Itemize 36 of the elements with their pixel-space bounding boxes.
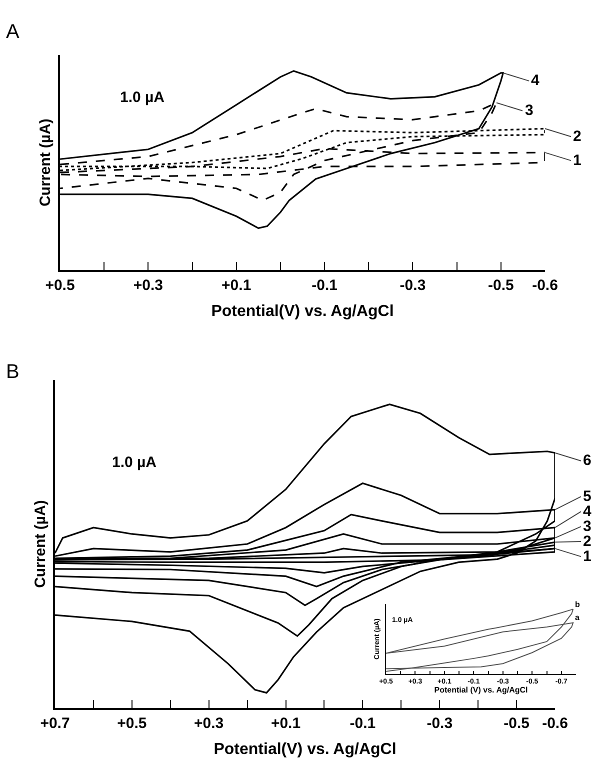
chart-title: A [6,21,20,43]
x-tick-label: -0.6 [532,277,558,294]
series-label: 1 [583,548,592,565]
series-label: a [575,613,580,622]
series-label: 6 [583,452,592,469]
x-tick-label: +0.5 [45,277,75,294]
y-axis-title: Current (µA) [36,118,54,206]
series-label: 1 [573,152,582,169]
series-label: 5 [583,488,592,505]
series-label: 4 [583,503,592,520]
x-tick-label: +0.7 [40,715,70,732]
x-tick-label: +0.3 [133,277,163,294]
y-axis-title: Current (µA) [32,500,49,588]
x-tick-label: -0.5 [504,715,530,732]
x-tick-label: -0.6 [542,715,568,732]
annotation: 1.0 µA [120,89,165,106]
x-tick-label: +0.1 [270,715,301,732]
x-tick-label: +0.3 [194,715,224,732]
x-tick-label: +0.5 [117,715,147,732]
x-tick-label: -0.3 [426,715,453,732]
series-label: 2 [583,533,592,550]
x-axis-title: Potential (V) vs. Ag/AgCl [434,686,528,694]
x-tick-label: -0.3 [400,277,426,294]
annotation: 1.0 µA [112,454,157,471]
series-label: 4 [531,72,540,89]
x-tick-label: +0.1 [222,277,252,294]
chart-title: B [6,361,20,383]
x-axis-title: Potential(V) vs. Ag/AgCl [214,741,396,758]
x-tick-label: -0.5 [488,277,514,294]
series-label: 3 [583,518,592,535]
series-label: 2 [573,128,582,145]
x-axis-title: Potential(V) vs. Ag/AgCl [211,303,394,320]
x-tick-label: -0.1 [312,277,338,294]
series-label: 3 [525,102,534,119]
x-tick-label: -0.1 [350,715,376,732]
series-label: b [575,600,580,609]
